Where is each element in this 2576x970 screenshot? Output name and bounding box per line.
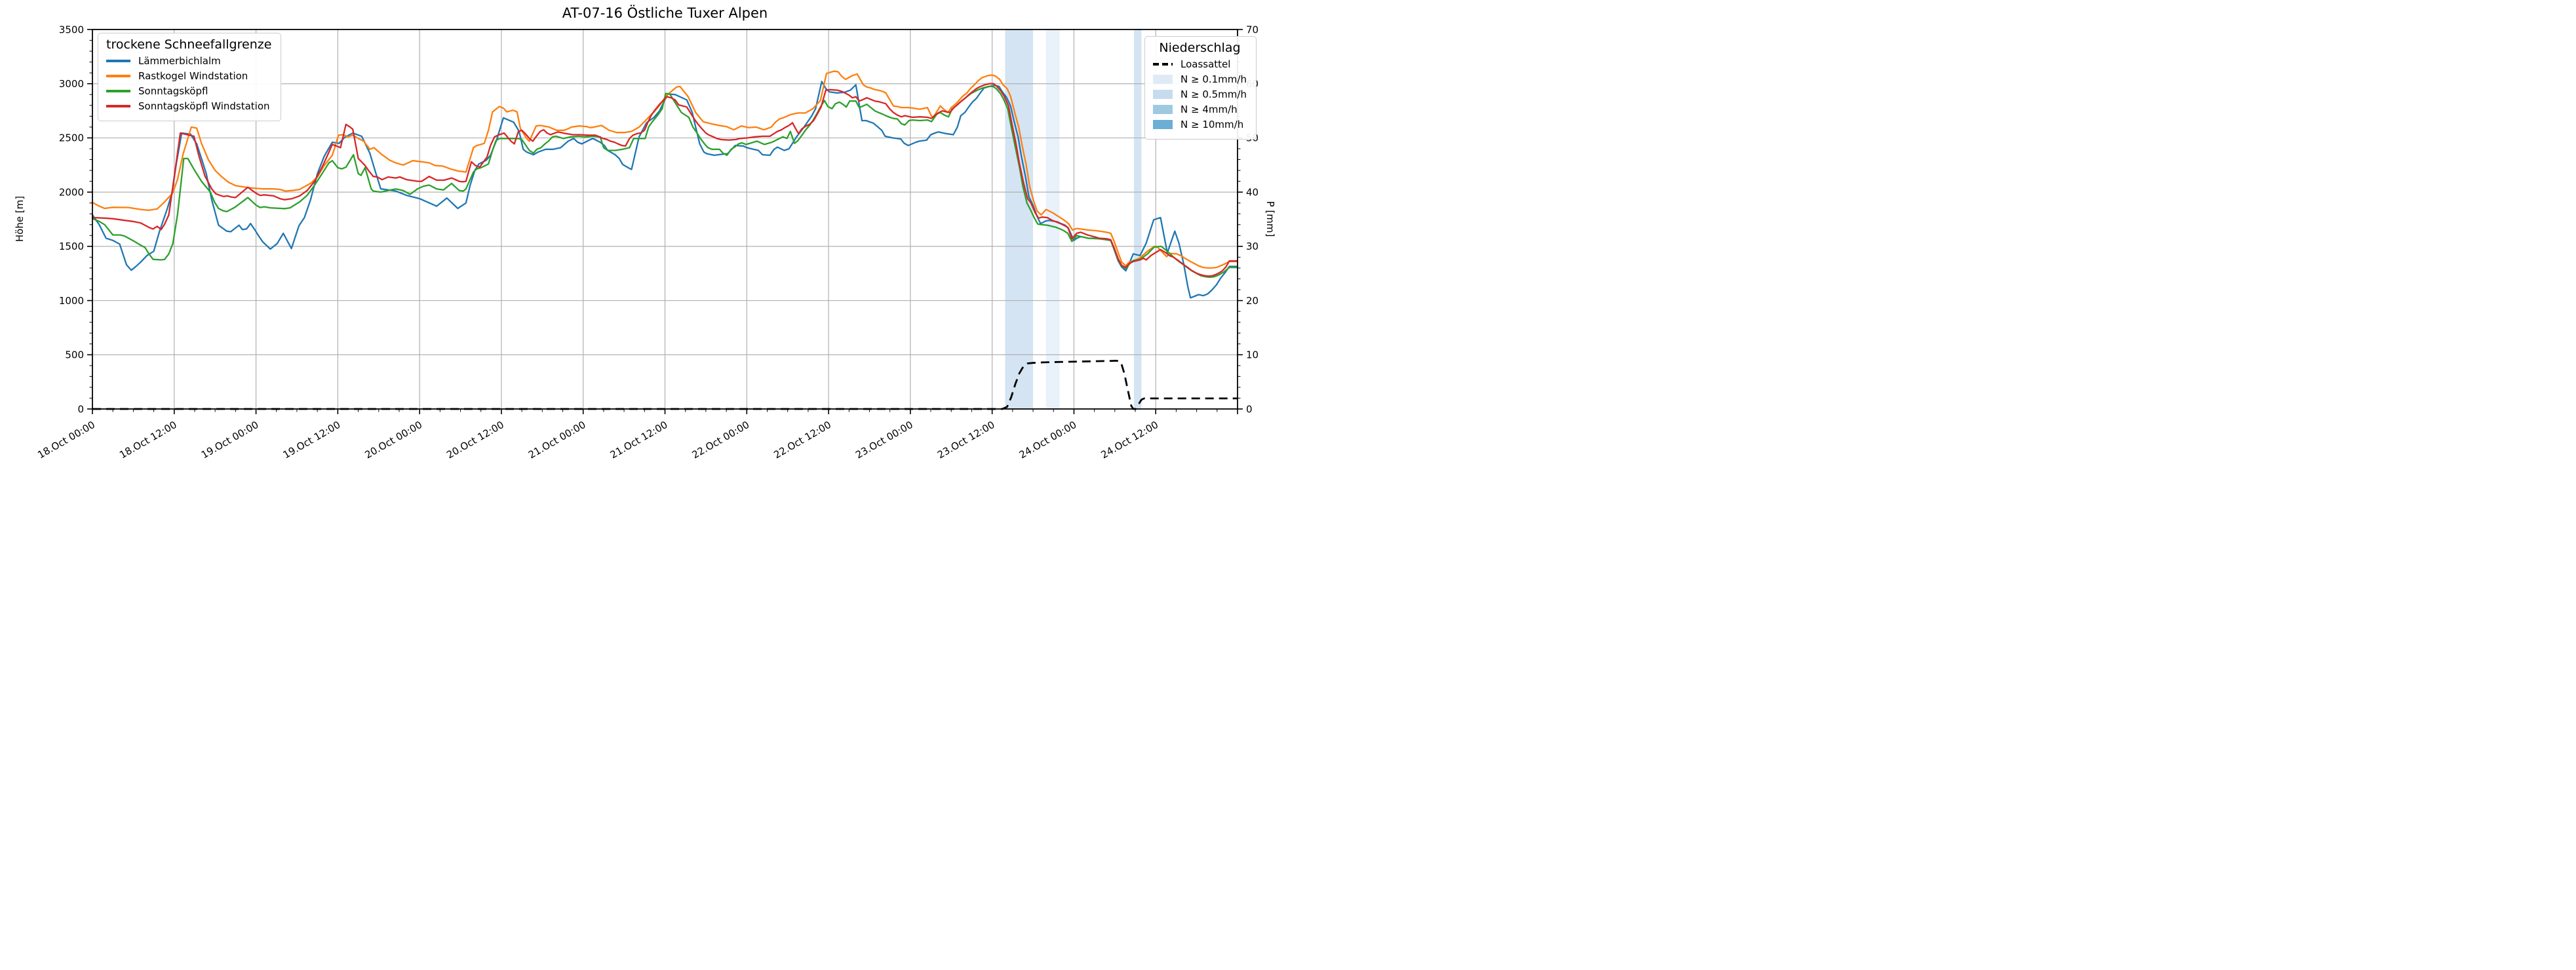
series-line-rastkogel-windstation	[91, 70, 1239, 269]
chart-title: AT-07-16 Östliche Tuxer Alpen	[562, 5, 768, 21]
y-tick-label-left: 1500	[59, 241, 84, 252]
x-tick-label: 21.Oct 00:00	[526, 419, 588, 461]
legend-item: N ≥ 4mm/h	[1153, 104, 1247, 115]
legend-precipitation: Niederschlag Loassattel N ≥ 0.1mm/h N ≥ 0.5…	[1144, 36, 1257, 140]
legend-line-swatch	[106, 75, 130, 77]
x-tick-label: 23.Oct 00:00	[853, 419, 915, 461]
legend-patch-swatch	[1153, 90, 1173, 99]
legend-item: Sonntagsköpfl	[106, 85, 271, 97]
plot-area: 0500100015002000250030003500010203040506…	[35, 24, 1259, 461]
legend-item: Sonntagsköpfl Windstation	[106, 100, 271, 112]
legend-item: Loassattel	[1153, 58, 1247, 70]
y-tick-label-right: 0	[1246, 403, 1253, 415]
legend-patch-swatch	[1153, 75, 1173, 84]
x-tick-label: 19.Oct 00:00	[199, 419, 261, 461]
y-tick-label-right: 70	[1246, 24, 1259, 35]
legend-item-label: Sonntagsköpfl Windstation	[138, 100, 270, 112]
figure: AT-07-16 Östliche Tuxer Alpen Höhe [m] P…	[0, 0, 1288, 485]
legend-precip-title: Niederschlag	[1159, 41, 1241, 55]
y-tick-label-left: 1000	[59, 295, 84, 307]
legend-line-swatch	[106, 90, 130, 92]
legend-patch-swatch	[1153, 120, 1173, 129]
x-tick-label: 19.Oct 12:00	[281, 419, 343, 461]
x-tick-label: 20.Oct 12:00	[444, 419, 506, 461]
y-tick-label-right: 30	[1246, 241, 1259, 252]
y-tick-label-left: 3000	[59, 78, 84, 90]
legend-item-label: Rastkogel Windstation	[138, 70, 248, 82]
x-tick-label: 21.Oct 12:00	[608, 419, 670, 461]
legend-line-swatch	[106, 105, 130, 107]
y-tick-label-left: 2500	[59, 132, 84, 144]
x-tick-label: 22.Oct 00:00	[690, 419, 752, 461]
legend-line-swatch	[106, 60, 130, 62]
legend-item: N ≥ 0.1mm/h	[1153, 73, 1247, 85]
legend-item-label: N ≥ 0.1mm/h	[1181, 73, 1247, 85]
x-tick-label: 22.Oct 12:00	[771, 419, 833, 461]
precip-band	[1045, 29, 1060, 409]
y-tick-label-right: 10	[1246, 349, 1259, 361]
x-tick-label: 23.Oct 12:00	[935, 419, 997, 461]
x-tick-label: 20.Oct 00:00	[362, 419, 424, 461]
x-tick-label: 24.Oct 00:00	[1017, 419, 1079, 461]
x-tick-label: 24.Oct 12:00	[1099, 419, 1161, 461]
legend-item-label: Loassattel	[1181, 58, 1231, 70]
y-tick-label-left: 3500	[59, 24, 84, 35]
legend-item-label: Sonntagsköpfl	[138, 85, 208, 97]
precip-dashed-line	[92, 360, 1238, 410]
legend-item-label: N ≥ 10mm/h	[1181, 119, 1244, 130]
series-line-sonntagsk-pfl	[91, 85, 1239, 279]
legend-item: N ≥ 10mm/h	[1153, 119, 1247, 130]
legend-item-label: Lämmerbichlalm	[138, 55, 221, 67]
y-tick-label-right: 40	[1246, 186, 1259, 198]
y-tick-label-left: 2000	[59, 186, 84, 198]
legend-item: Lämmerbichlalm	[106, 55, 271, 67]
x-tick-label: 18.Oct 00:00	[35, 419, 97, 461]
x-tick-label: 18.Oct 12:00	[117, 419, 179, 461]
legend-dashed-swatch	[1153, 63, 1173, 66]
precip-band	[1005, 29, 1034, 409]
y-tick-label-left: 500	[65, 349, 84, 361]
y-tick-label-right: 20	[1246, 295, 1259, 307]
legend-item-label: N ≥ 0.5mm/h	[1181, 88, 1247, 100]
precip-band	[1133, 29, 1142, 409]
y-tick-label-left: 0	[77, 403, 84, 415]
legend-patch-swatch	[1153, 105, 1173, 114]
legend-item-label: N ≥ 4mm/h	[1181, 104, 1238, 115]
series-line-sonntagsk-pfl-windstation	[91, 83, 1239, 277]
legend-item: N ≥ 0.5mm/h	[1153, 88, 1247, 100]
legend-item: Rastkogel Windstation	[106, 70, 271, 82]
legend-snowfall-limit: trockene Schneefallgrenze Lämmerbichlalm R…	[98, 33, 282, 121]
legend-snowfall-title: trockene Schneefallgrenze	[106, 37, 272, 52]
